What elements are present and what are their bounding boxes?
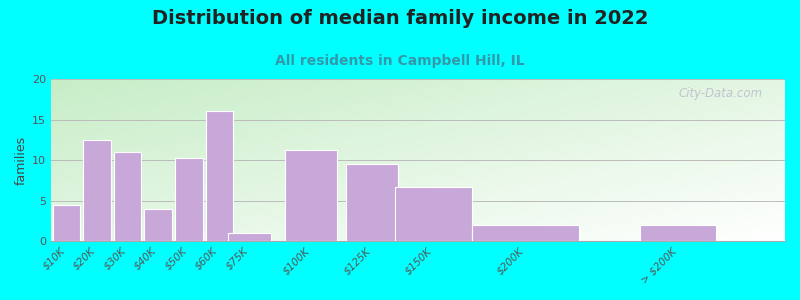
Bar: [175, 158, 202, 241]
Text: City-Data.com: City-Data.com: [679, 87, 763, 100]
Bar: [145, 209, 172, 241]
Text: All residents in Campbell Hill, IL: All residents in Campbell Hill, IL: [275, 54, 525, 68]
Text: Distribution of median family income in 2022: Distribution of median family income in …: [152, 9, 648, 28]
Y-axis label: families: families: [15, 136, 28, 184]
Bar: [471, 225, 578, 241]
Bar: [206, 111, 233, 241]
Bar: [114, 152, 142, 241]
Bar: [229, 233, 271, 241]
Bar: [83, 140, 110, 241]
Bar: [346, 164, 398, 241]
Bar: [640, 225, 716, 241]
Bar: [285, 149, 337, 241]
Bar: [395, 187, 471, 241]
Bar: [53, 205, 80, 241]
